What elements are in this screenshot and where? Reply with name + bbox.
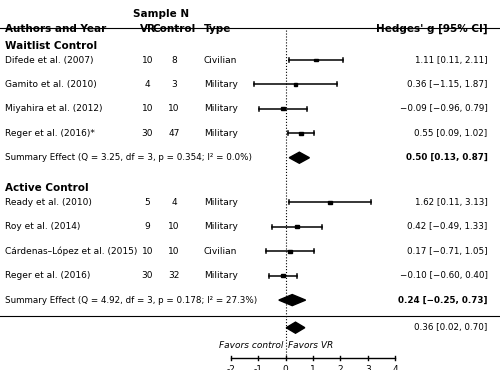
Text: 0.36 [−1.15, 1.87]: 0.36 [−1.15, 1.87]: [407, 80, 488, 89]
Text: 32: 32: [168, 271, 179, 280]
Bar: [328, 201, 332, 204]
Text: 10: 10: [168, 104, 180, 113]
Text: Ready et al. (2010): Ready et al. (2010): [5, 198, 92, 207]
Text: −0.09 [−0.96, 0.79]: −0.09 [−0.96, 0.79]: [400, 104, 488, 113]
Text: Civilian: Civilian: [204, 56, 238, 64]
Text: Military: Military: [204, 104, 238, 113]
Text: 4: 4: [171, 198, 177, 207]
Text: Gamito et al. (2010): Gamito et al. (2010): [5, 80, 97, 89]
Text: 8: 8: [171, 56, 177, 64]
Text: −0.10 [−0.60, 0.40]: −0.10 [−0.60, 0.40]: [400, 271, 488, 280]
Text: 0.55 [0.09, 1.02]: 0.55 [0.09, 1.02]: [414, 129, 488, 138]
Text: Favors VR: Favors VR: [288, 341, 333, 350]
Polygon shape: [279, 295, 305, 306]
Text: 0.36 [0.02, 0.70]: 0.36 [0.02, 0.70]: [414, 323, 488, 332]
Polygon shape: [286, 322, 305, 333]
Text: 4: 4: [144, 80, 150, 89]
Text: 10: 10: [168, 222, 180, 231]
Bar: [314, 59, 318, 61]
Text: Military: Military: [204, 198, 238, 207]
Text: Sample N: Sample N: [132, 9, 189, 19]
Text: Summary Effect (Q = 3.25, df = 3, p = 0.354; I² = 0.0%): Summary Effect (Q = 3.25, df = 3, p = 0.…: [5, 153, 252, 162]
Text: 5: 5: [144, 198, 150, 207]
Bar: [288, 250, 292, 253]
Text: VR: VR: [140, 24, 156, 34]
Text: Reger et al. (2016)*: Reger et al. (2016)*: [5, 129, 95, 138]
Text: Waitlist Control: Waitlist Control: [5, 41, 97, 51]
Text: Type: Type: [204, 24, 232, 34]
Text: 2: 2: [338, 365, 343, 370]
Text: 10: 10: [168, 247, 180, 256]
Text: Civilian: Civilian: [204, 247, 238, 256]
Text: Authors and Year: Authors and Year: [5, 24, 106, 34]
Bar: [282, 108, 285, 110]
Text: 1.62 [0.11, 3.13]: 1.62 [0.11, 3.13]: [414, 198, 488, 207]
Text: Favors control: Favors control: [219, 341, 284, 350]
Text: Military: Military: [204, 129, 238, 138]
Text: Control: Control: [152, 24, 196, 34]
Text: 9: 9: [144, 222, 150, 231]
Text: Summary Effect (Q = 4.92, df = 3, p = 0.178; I² = 27.3%): Summary Effect (Q = 4.92, df = 3, p = 0.…: [5, 296, 257, 305]
Text: Military: Military: [204, 222, 238, 231]
Bar: [296, 225, 299, 228]
Text: 10: 10: [142, 104, 153, 113]
Text: 10: 10: [142, 247, 153, 256]
Text: Difede et al. (2007): Difede et al. (2007): [5, 56, 94, 64]
Text: 0.17 [−0.71, 1.05]: 0.17 [−0.71, 1.05]: [407, 247, 488, 256]
Bar: [294, 83, 298, 86]
Polygon shape: [289, 152, 310, 163]
Text: 0.42 [−0.49, 1.33]: 0.42 [−0.49, 1.33]: [407, 222, 488, 231]
Text: Miyahira et al. (2012): Miyahira et al. (2012): [5, 104, 102, 113]
Bar: [281, 274, 285, 277]
Text: Reger et al. (2016): Reger et al. (2016): [5, 271, 90, 280]
Text: Military: Military: [204, 271, 238, 280]
Text: 0.24 [−0.25, 0.73]: 0.24 [−0.25, 0.73]: [398, 296, 488, 305]
Text: 10: 10: [142, 56, 153, 64]
Text: 30: 30: [142, 129, 153, 138]
Text: 4: 4: [392, 365, 398, 370]
Text: 47: 47: [168, 129, 179, 138]
Bar: [299, 132, 302, 135]
Text: Hedges' g [95% CI]: Hedges' g [95% CI]: [376, 24, 488, 34]
Text: 0: 0: [283, 365, 288, 370]
Text: 0.50 [0.13, 0.87]: 0.50 [0.13, 0.87]: [406, 153, 487, 162]
Text: Roy et al. (2014): Roy et al. (2014): [5, 222, 80, 231]
Text: -2: -2: [226, 365, 235, 370]
Text: -1: -1: [254, 365, 263, 370]
Text: 3: 3: [365, 365, 370, 370]
Text: 30: 30: [142, 271, 153, 280]
Text: 1.11 [0.11, 2.11]: 1.11 [0.11, 2.11]: [415, 56, 488, 64]
Text: Active Control: Active Control: [5, 184, 88, 194]
Text: 3: 3: [171, 80, 177, 89]
Text: Cárdenas–López et al. (2015): Cárdenas–López et al. (2015): [5, 246, 138, 256]
Text: Military: Military: [204, 80, 238, 89]
Text: 1: 1: [310, 365, 316, 370]
